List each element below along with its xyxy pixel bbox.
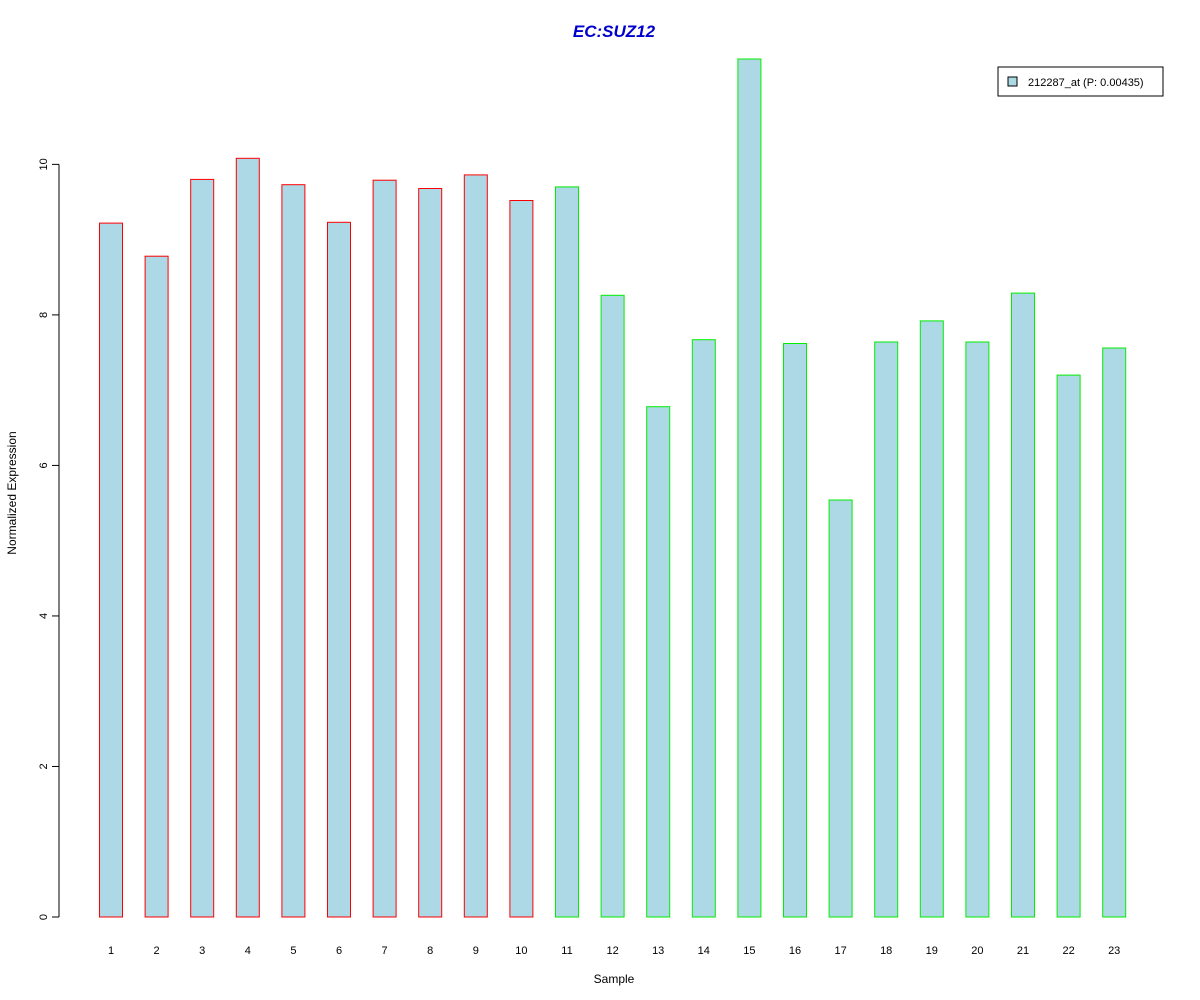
x-tick-label: 2: [154, 945, 160, 957]
bar-sample-17: [828, 499, 853, 918]
bar-sample-23: [1102, 347, 1127, 918]
bar-sample-1: [99, 222, 123, 918]
x-tick-label: 21: [1017, 945, 1029, 957]
bars: [99, 58, 1127, 918]
x-tick-label: 23: [1108, 945, 1120, 957]
x-tick-label: 7: [382, 945, 388, 957]
bar-sample-15: [737, 58, 762, 918]
bar-sample-13: [646, 406, 671, 918]
bar-sample-2: [144, 255, 169, 918]
x-tick-label: 1: [108, 945, 114, 957]
bar-sample-7: [372, 179, 397, 918]
bar-sample-11: [555, 186, 579, 918]
bar-sample-16: [783, 343, 807, 918]
x-tick-label: 15: [743, 945, 755, 957]
bar-sample-14: [691, 339, 716, 918]
x-tick-label: 9: [473, 945, 479, 957]
bar-sample-8: [418, 188, 443, 918]
y-tick-label: 6: [38, 462, 50, 468]
x-tick-label: 22: [1062, 945, 1074, 957]
x-tick-label: 17: [834, 945, 846, 957]
y-axis: 0 2 4 6 8 10: [38, 158, 60, 920]
x-tick-label: 8: [427, 945, 433, 957]
chart-title: EC:SUZ12: [573, 22, 656, 41]
x-tick-label: 6: [336, 945, 342, 957]
bar-sample-22: [1056, 374, 1081, 918]
x-tick-label: 11: [561, 945, 572, 957]
x-tick-label: 5: [290, 945, 296, 957]
bar-sample-12: [600, 294, 625, 918]
x-tick-label: 16: [789, 945, 801, 957]
legend-label: 212287_at (P: 0.00435): [1028, 77, 1144, 89]
y-tick-label: 8: [38, 312, 50, 318]
bar-sample-3: [190, 178, 215, 918]
x-tick-label: 13: [652, 945, 664, 957]
bar-sample-10: [509, 200, 534, 918]
legend: 212287_at (P: 0.00435): [997, 66, 1164, 97]
bar-sample-5: [281, 184, 306, 918]
legend-swatch: [1007, 76, 1018, 87]
x-tick-label: 3: [199, 945, 205, 957]
x-tick-label: 20: [971, 945, 983, 957]
y-tick-label: 0: [38, 914, 50, 920]
x-tick-label: 4: [245, 945, 251, 957]
y-tick-label: 2: [38, 763, 50, 769]
legend-box: [997, 66, 1164, 97]
x-tick-label: 18: [880, 945, 892, 957]
y-tick-label: 4: [38, 613, 50, 619]
bar-sample-18: [874, 341, 899, 918]
x-tick-label: 10: [515, 945, 527, 957]
bar-sample-4: [235, 157, 260, 918]
bar-sample-6: [327, 221, 351, 918]
bar-sample-20: [965, 341, 990, 918]
bar-sample-19: [919, 320, 944, 918]
x-tick-label: 19: [926, 945, 938, 957]
x-tick-label: 12: [606, 945, 618, 957]
y-tick-label: 10: [38, 158, 50, 170]
x-axis-labels: 1 2 3 4 5 6 7 8 9 10 11 12 13 14 15 16 17 18 19 20 21 22 23: [108, 945, 1120, 957]
bar-sample-9: [463, 174, 488, 918]
bar-sample-21: [1011, 292, 1035, 918]
x-axis-title: Sample: [594, 972, 635, 986]
y-axis-title: Normalized Expression: [5, 431, 19, 554]
x-tick-label: 14: [698, 945, 710, 957]
